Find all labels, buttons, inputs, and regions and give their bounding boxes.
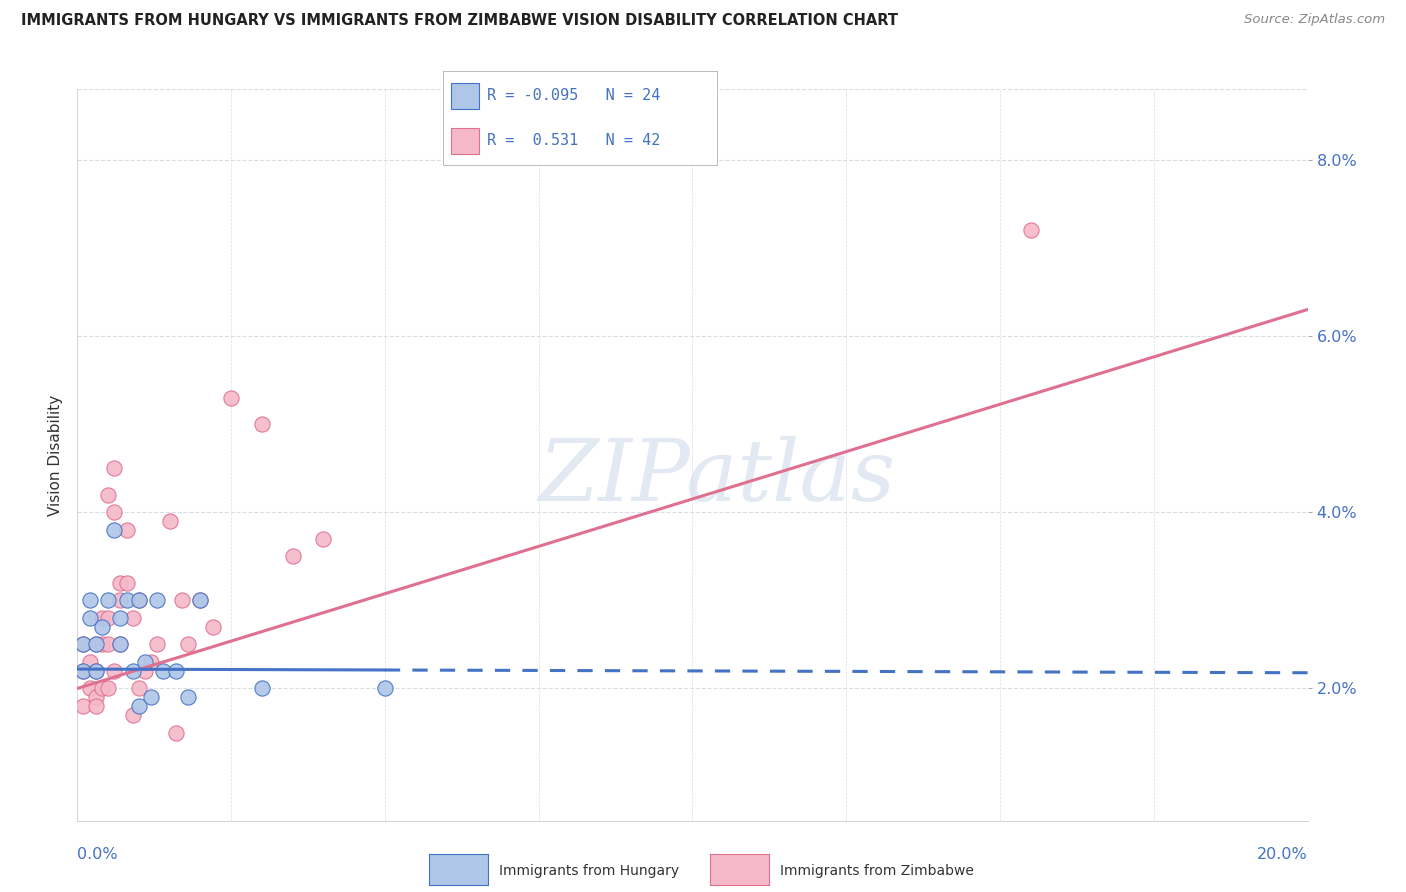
- Point: [177, 690, 200, 705]
- Point: [72, 637, 94, 651]
- Text: R =  0.531   N = 42: R = 0.531 N = 42: [486, 133, 661, 148]
- Point: [141, 690, 163, 705]
- Point: [115, 575, 138, 590]
- Point: [115, 523, 138, 537]
- Point: [97, 637, 120, 651]
- Point: [128, 593, 150, 607]
- Point: [281, 549, 304, 564]
- Point: [1019, 223, 1042, 237]
- Point: [90, 637, 114, 651]
- Point: [374, 681, 396, 696]
- Point: [146, 637, 169, 651]
- Point: [134, 664, 156, 678]
- Point: [72, 664, 94, 678]
- Point: [84, 664, 107, 678]
- Point: [84, 690, 107, 705]
- Point: [72, 664, 94, 678]
- Text: Immigrants from Zimbabwe: Immigrants from Zimbabwe: [780, 863, 974, 878]
- Point: [128, 593, 150, 607]
- Point: [90, 611, 114, 625]
- Point: [90, 681, 114, 696]
- Point: [97, 681, 120, 696]
- Point: [72, 637, 94, 651]
- Point: [121, 707, 143, 722]
- Bar: [451, 83, 478, 109]
- Point: [134, 655, 156, 669]
- Point: [110, 575, 132, 590]
- Point: [121, 611, 143, 625]
- Point: [84, 664, 107, 678]
- Text: ZIPatlas: ZIPatlas: [538, 435, 896, 518]
- Point: [219, 391, 242, 405]
- Text: IMMIGRANTS FROM HUNGARY VS IMMIGRANTS FROM ZIMBABWE VISION DISABILITY CORRELATIO: IMMIGRANTS FROM HUNGARY VS IMMIGRANTS FR…: [21, 13, 898, 29]
- Point: [103, 505, 125, 519]
- Text: R = -0.095   N = 24: R = -0.095 N = 24: [486, 88, 661, 103]
- Point: [188, 593, 212, 607]
- Point: [97, 593, 120, 607]
- Point: [121, 664, 143, 678]
- Point: [79, 611, 101, 625]
- Point: [128, 699, 150, 714]
- Y-axis label: Vision Disability: Vision Disability: [48, 394, 63, 516]
- Point: [250, 417, 273, 431]
- Point: [72, 699, 94, 714]
- Text: Immigrants from Hungary: Immigrants from Hungary: [499, 863, 679, 878]
- Text: 20.0%: 20.0%: [1257, 847, 1308, 862]
- Bar: [451, 128, 478, 153]
- Point: [170, 593, 193, 607]
- Point: [159, 514, 181, 528]
- Point: [165, 725, 187, 739]
- Point: [79, 681, 101, 696]
- Point: [84, 637, 107, 651]
- Point: [141, 655, 163, 669]
- Text: 0.0%: 0.0%: [77, 847, 118, 862]
- Point: [110, 637, 132, 651]
- Point: [79, 655, 101, 669]
- Point: [110, 637, 132, 651]
- Text: Source: ZipAtlas.com: Source: ZipAtlas.com: [1244, 13, 1385, 27]
- Point: [146, 593, 169, 607]
- Point: [152, 664, 174, 678]
- Point: [103, 664, 125, 678]
- Point: [115, 593, 138, 607]
- Point: [188, 593, 212, 607]
- Point: [201, 620, 224, 634]
- Point: [165, 664, 187, 678]
- Point: [110, 611, 132, 625]
- Point: [128, 681, 150, 696]
- Point: [84, 699, 107, 714]
- Point: [250, 681, 273, 696]
- Point: [312, 532, 335, 546]
- Point: [177, 637, 200, 651]
- Point: [110, 593, 132, 607]
- Point: [97, 611, 120, 625]
- Point: [79, 593, 101, 607]
- Point: [90, 620, 114, 634]
- Point: [103, 523, 125, 537]
- Point: [97, 487, 120, 501]
- Point: [84, 637, 107, 651]
- Point: [103, 461, 125, 475]
